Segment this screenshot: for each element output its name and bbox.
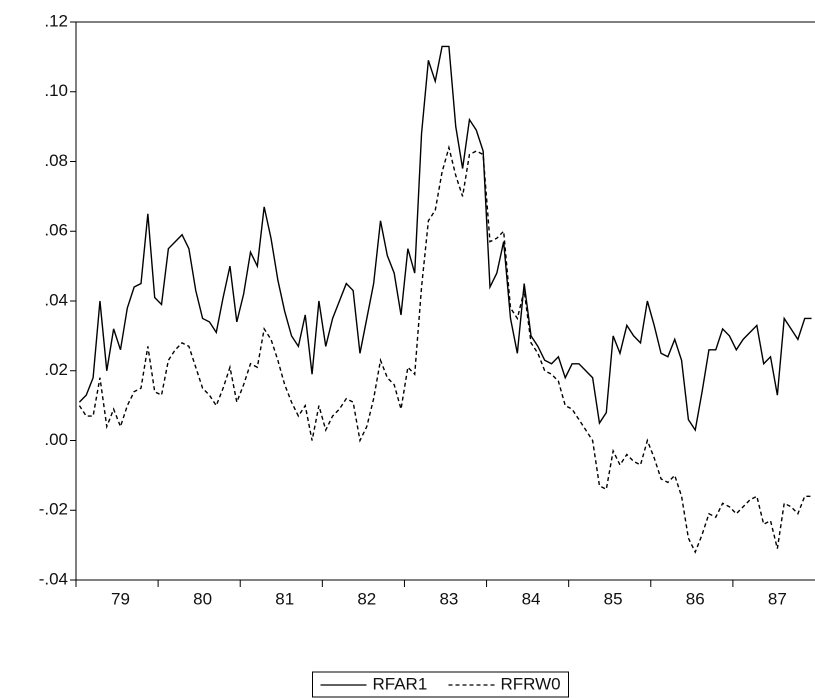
y-tick-label: -.02 [39,500,68,519]
x-tick-label: 86 [686,589,705,608]
series-line [78,45,812,432]
series-line [78,144,812,554]
legend-box [312,671,569,698]
legend-label: RFRW0 [501,674,561,693]
y-tick-label: .08 [44,151,68,170]
x-tick-label: 81 [275,589,294,608]
x-tick-label: 84 [522,589,541,608]
y-tick-label: .04 [44,290,68,309]
x-tick-label: 87 [768,589,787,608]
plot-frame [75,21,815,581]
legend-label: RFAR1 [373,674,428,693]
y-tick-label: .10 [44,81,68,100]
x-tick-label: 85 [604,589,623,608]
y-tick-label: .00 [44,430,68,449]
x-tick-label: 80 [193,589,212,608]
y-tick-label: -.04 [39,569,68,588]
x-tick-label: 79 [111,589,130,608]
y-tick-label: .12 [44,11,68,30]
x-tick-label: 82 [357,589,376,608]
y-tick-label: .02 [44,360,68,379]
y-tick-label: .06 [44,221,68,240]
x-tick-label: 83 [439,589,458,608]
